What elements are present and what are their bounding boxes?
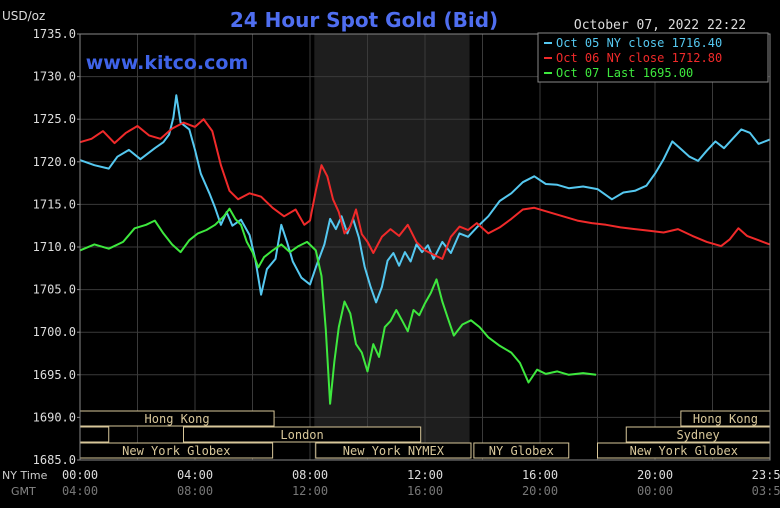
session-bar — [473, 442, 570, 459]
y-tick-label: 1725.0 — [33, 112, 76, 126]
x-tick-label-gmt: 00:00 — [637, 484, 673, 498]
x-tick-label-ny: 12:00 — [407, 468, 443, 482]
session-label: Hong Kong — [693, 412, 758, 426]
x-tick-label-gmt: 03:59 — [752, 484, 780, 498]
y-tick-label: 1720.0 — [33, 155, 76, 169]
session-bar — [183, 426, 422, 443]
y-tick-label: 1735.0 — [33, 27, 76, 41]
y-axis-label: USD/oz — [2, 9, 45, 23]
x-tick-label-ny: 00:00 — [62, 468, 98, 482]
gmt-label: GMT — [11, 485, 36, 498]
y-tick-label: 1710.0 — [33, 240, 76, 254]
y-tick-label: 1690.0 — [33, 410, 76, 424]
session-label: Sydney — [676, 428, 719, 442]
y-tick-label: 1700.0 — [33, 325, 76, 339]
ny-time-label: NY Time — [2, 469, 48, 482]
x-tick-label-gmt: 16:00 — [407, 484, 443, 498]
x-tick-label-ny: 23:59 — [752, 468, 780, 482]
legend-entry: Oct 07 Last 1695.00 — [556, 66, 693, 80]
series-line-3 — [79, 207, 597, 405]
x-tick-label-gmt: 20:00 — [522, 484, 558, 498]
x-tick-label-ny: 08:00 — [292, 468, 328, 482]
x-tick-label-gmt: 12:00 — [292, 484, 328, 498]
x-tick-label-ny: 04:00 — [177, 468, 213, 482]
session-bar — [79, 426, 110, 443]
timestamp: October 07, 2022 22:22 — [574, 18, 746, 33]
legend-entry: Oct 06 NY close 1712.80 — [556, 51, 722, 65]
legend-entry: Oct 05 NY close 1716.40 — [556, 36, 722, 50]
y-tick-label: 1730.0 — [33, 70, 76, 84]
session-bar — [315, 442, 472, 459]
x-tick-label-gmt: 08:00 — [177, 484, 213, 498]
session-label: New York NYMEX — [343, 444, 445, 458]
y-tick-label: 1685.0 — [33, 453, 76, 467]
session-label: New York Globex — [122, 444, 230, 458]
session-label: London — [280, 428, 323, 442]
session-label: Hong Kong — [145, 412, 210, 426]
y-tick-label: 1695.0 — [33, 368, 76, 382]
watermark: www.kitco.com — [86, 52, 249, 74]
x-tick-label-ny: 16:00 — [522, 468, 558, 482]
legend-box — [537, 32, 769, 83]
session-label: NY Globex — [489, 444, 554, 458]
series-line-1 — [79, 94, 771, 304]
session-label: New York Globex — [630, 444, 738, 458]
x-tick-label-gmt: 04:00 — [62, 484, 98, 498]
series-line-2 — [79, 118, 771, 260]
chart-title: 24 Hour Spot Gold (Bid) — [230, 8, 498, 32]
x-tick-label-ny: 20:00 — [637, 468, 673, 482]
y-tick-label: 1705.0 — [33, 283, 76, 297]
y-tick-label: 1715.0 — [33, 197, 76, 211]
